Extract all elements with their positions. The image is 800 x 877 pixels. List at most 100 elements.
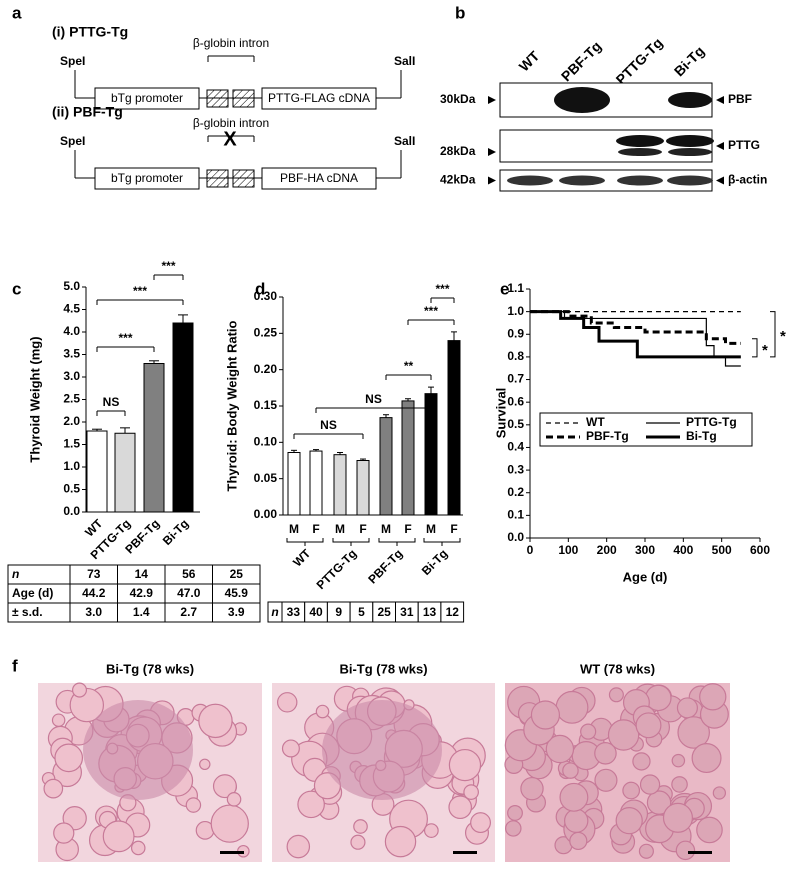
protein-label: PTTG	[728, 138, 760, 152]
table-text: 9	[335, 605, 342, 619]
follicle	[562, 762, 579, 779]
follicle	[696, 816, 723, 844]
y-tick-label: 0.10	[254, 435, 278, 449]
bar	[424, 393, 438, 516]
y-tick-label: 0.25	[254, 326, 278, 340]
follicle	[555, 690, 589, 724]
follicle	[594, 768, 618, 792]
x-tick-label: Bi-Tg	[160, 516, 192, 548]
table-text: 33	[287, 605, 301, 619]
y-tick-label: 0.20	[254, 362, 278, 376]
y-tick-label: 0.9	[507, 326, 524, 340]
x-tick-label: F	[312, 522, 319, 536]
intron-box	[232, 89, 255, 108]
follicle	[676, 697, 698, 719]
size-label: 28kDa	[440, 144, 476, 158]
arrow	[716, 142, 724, 150]
follicle	[199, 758, 211, 771]
group-brace	[332, 538, 370, 546]
x-tick-label: 600	[750, 543, 770, 557]
follicle	[638, 843, 654, 859]
sig-bracket	[752, 338, 758, 358]
significance: ***	[435, 282, 449, 296]
follicle	[622, 781, 641, 800]
protein-label: β-actin	[728, 173, 767, 187]
legend-label: WT	[586, 415, 605, 429]
promoter-label: bTg promoter	[111, 171, 183, 185]
x-axis-label: Age (d)	[623, 569, 668, 584]
blot-frame	[499, 129, 713, 163]
arrow	[716, 176, 724, 185]
x-tick-label: F	[359, 522, 366, 536]
bar	[309, 450, 323, 516]
follicle	[594, 742, 617, 765]
table-text: 12	[446, 605, 460, 619]
follicle	[507, 805, 523, 821]
follicle	[51, 713, 66, 727]
y-tick-label: 4.5	[63, 302, 80, 316]
band	[618, 148, 662, 156]
panel-label: f	[12, 656, 18, 675]
table-text: 45.9	[225, 586, 249, 600]
follicle	[569, 831, 588, 851]
bar	[143, 363, 165, 513]
size-label: 30kDa	[440, 92, 476, 106]
x-tick-label: F	[450, 522, 457, 536]
lesion	[322, 700, 442, 800]
band	[668, 92, 712, 108]
band	[507, 175, 553, 186]
lane-label: Bi-Tg	[671, 43, 708, 80]
y-axis-label: Survival	[493, 388, 508, 439]
band	[667, 175, 713, 186]
follicle	[226, 792, 242, 807]
site-label: SpeI	[60, 54, 85, 68]
significance: NS	[365, 392, 382, 406]
table-text: 5	[358, 605, 365, 619]
follicle	[677, 716, 710, 749]
cdna-box	[261, 167, 377, 190]
significance: *	[762, 342, 768, 359]
follicle	[712, 786, 727, 800]
follicle	[545, 734, 575, 764]
x-tick-label: WT	[82, 516, 106, 540]
table-cell	[440, 601, 465, 623]
y-tick-label: 1.1	[507, 281, 524, 295]
x-tick-label: M	[289, 522, 299, 536]
y-tick-label: 0.05	[254, 471, 278, 485]
follicle	[675, 840, 696, 861]
bar	[379, 417, 393, 516]
y-tick-label: 0.0	[63, 504, 80, 518]
y-tick-label: 2.5	[63, 392, 80, 406]
arrow	[488, 96, 496, 104]
table-text: Age (d)	[12, 586, 53, 600]
arrow	[488, 148, 496, 156]
table-text: n	[271, 605, 278, 619]
follicle	[423, 823, 439, 838]
lesion	[83, 700, 193, 800]
follicle	[646, 790, 672, 815]
follicle	[212, 774, 237, 799]
follicle	[130, 840, 146, 856]
table-text: 31	[400, 605, 414, 619]
lane-label: PBF-Tg	[558, 38, 605, 85]
group-brace	[423, 538, 461, 546]
y-tick-label: 1.0	[507, 304, 524, 318]
table-cell	[212, 602, 261, 623]
bar	[333, 454, 347, 516]
table-text: 25	[230, 567, 244, 581]
follicle	[315, 704, 330, 719]
x-tick-label: M	[426, 522, 436, 536]
follicle	[530, 700, 561, 730]
intron-box	[232, 169, 255, 188]
x-tick-label: 400	[673, 543, 693, 557]
follicle	[448, 795, 473, 820]
panel-label: b	[455, 3, 465, 22]
arrow	[716, 96, 724, 104]
y-tick-label: 0.3	[507, 462, 524, 476]
band	[616, 135, 664, 147]
table-text: 14	[135, 567, 149, 581]
x-tick-label: 100	[558, 543, 578, 557]
promoter-box	[94, 167, 200, 190]
significance: **	[404, 359, 414, 373]
